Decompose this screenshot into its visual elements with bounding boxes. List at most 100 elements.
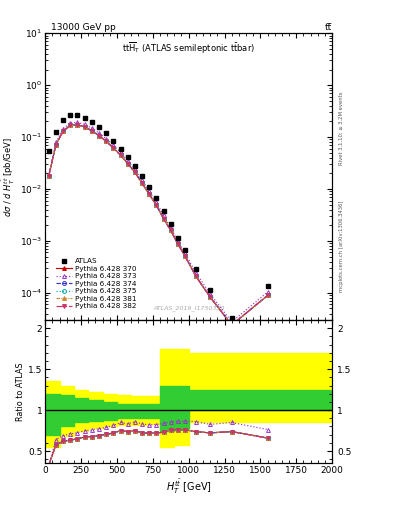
Pythia 6.428 374 [53,141,58,147]
Pythia 6.428 373 [82,121,87,127]
Pythia 6.428 373 [161,212,166,219]
Pythia 6.428 382 [75,122,80,128]
Y-axis label: Ratio to ATLAS: Ratio to ATLAS [16,362,25,421]
Pythia 6.428 381 [82,124,87,130]
Pythia 6.428 374 [154,202,159,208]
Text: tt̅: tt̅ [325,23,332,32]
ATLAS [147,184,152,190]
ATLAS [111,137,116,143]
Pythia 6.428 373 [140,177,144,183]
ATLAS [265,283,270,289]
Pythia 6.428 375 [61,128,66,134]
Pythia 6.428 370 [111,145,116,151]
Pythia 6.428 374 [111,145,116,151]
Pythia 6.428 375 [53,141,58,147]
Pythia 6.428 374 [140,180,144,186]
ATLAS [97,124,101,130]
Pythia 6.428 373 [111,142,116,148]
Pythia 6.428 382 [147,191,152,198]
Pythia 6.428 373 [147,188,152,195]
Pythia 6.428 381 [46,173,51,179]
Pythia 6.428 381 [208,294,213,300]
Pythia 6.428 375 [140,180,144,186]
Pythia 6.428 374 [61,128,66,134]
X-axis label: $H_T^{t\bar{t}}$ [GeV]: $H_T^{t\bar{t}}$ [GeV] [166,478,211,496]
Pythia 6.428 375 [230,322,234,328]
Pythia 6.428 374 [90,128,94,134]
Pythia 6.428 370 [46,173,51,179]
Pythia 6.428 370 [97,133,101,139]
Pythia 6.428 374 [82,124,87,130]
Pythia 6.428 373 [230,319,234,325]
Pythia 6.428 370 [208,294,213,300]
Pythia 6.428 381 [104,138,108,144]
Pythia 6.428 375 [111,145,116,151]
Pythia 6.428 370 [75,122,80,128]
Pythia 6.428 381 [97,133,101,139]
Text: 13000 GeV pp: 13000 GeV pp [51,23,116,32]
Pythia 6.428 375 [97,133,101,139]
Line: Pythia 6.428 375: Pythia 6.428 375 [47,123,270,327]
ATLAS [104,131,108,137]
Pythia 6.428 374 [208,294,213,300]
Pythia 6.428 370 [147,191,152,198]
Pythia 6.428 374 [75,122,80,128]
Pythia 6.428 370 [161,216,166,222]
Pythia 6.428 375 [154,202,159,208]
Pythia 6.428 375 [68,122,73,129]
Pythia 6.428 381 [176,241,180,247]
Pythia 6.428 382 [161,216,166,222]
ATLAS [75,112,80,118]
Line: ATLAS: ATLAS [46,113,270,321]
Pythia 6.428 373 [90,125,94,132]
Line: Pythia 6.428 370: Pythia 6.428 370 [47,123,270,327]
ATLAS [53,129,58,135]
Pythia 6.428 374 [183,253,187,259]
Pythia 6.428 375 [132,169,137,176]
ATLAS [46,147,51,154]
Pythia 6.428 370 [168,227,173,233]
Pythia 6.428 381 [140,180,144,186]
Pythia 6.428 382 [176,241,180,247]
Pythia 6.428 381 [265,292,270,298]
Pythia 6.428 382 [90,128,94,134]
Pythia 6.428 382 [132,169,137,176]
Pythia 6.428 373 [104,136,108,142]
Pythia 6.428 381 [193,273,198,279]
Pythia 6.428 373 [193,270,198,276]
Pythia 6.428 381 [125,160,130,166]
Pythia 6.428 382 [140,180,144,186]
Pythia 6.428 374 [161,216,166,222]
Pythia 6.428 375 [193,273,198,279]
Legend: ATLAS, Pythia 6.428 370, Pythia 6.428 373, Pythia 6.428 374, Pythia 6.428 375, P: ATLAS, Pythia 6.428 370, Pythia 6.428 37… [55,257,138,311]
Pythia 6.428 373 [168,225,173,231]
Pythia 6.428 370 [140,180,144,186]
ATLAS [61,117,66,123]
Line: Pythia 6.428 381: Pythia 6.428 381 [47,123,270,327]
Pythia 6.428 373 [118,149,123,155]
ATLAS [82,115,87,121]
Pythia 6.428 370 [265,292,270,298]
Pythia 6.428 374 [46,173,51,179]
Pythia 6.428 375 [118,152,123,158]
Pythia 6.428 382 [104,138,108,144]
ATLAS [176,234,180,241]
Pythia 6.428 374 [132,169,137,176]
Pythia 6.428 370 [154,202,159,208]
Pythia 6.428 381 [154,202,159,208]
Pythia 6.428 375 [183,253,187,259]
Text: ATLAS_2019_I1750330: ATLAS_2019_I1750330 [153,306,224,311]
Pythia 6.428 381 [53,141,58,147]
Pythia 6.428 374 [104,138,108,144]
Pythia 6.428 375 [125,160,130,166]
Pythia 6.428 375 [265,292,270,298]
Text: Rivet 3.1.10; ≥ 3.2M events: Rivet 3.1.10; ≥ 3.2M events [339,91,344,165]
Pythia 6.428 382 [208,294,213,300]
Pythia 6.428 381 [168,227,173,233]
Pythia 6.428 375 [176,241,180,247]
Pythia 6.428 382 [97,133,101,139]
Pythia 6.428 382 [118,152,123,158]
Pythia 6.428 381 [132,169,137,176]
Text: tt$\overline{\mathrm{H}}_\mathrm{T}$ (ATLAS semileptonic t$\bar{\mathrm{t}}$bar): tt$\overline{\mathrm{H}}_\mathrm{T}$ (AT… [122,40,255,55]
Pythia 6.428 381 [68,122,73,129]
